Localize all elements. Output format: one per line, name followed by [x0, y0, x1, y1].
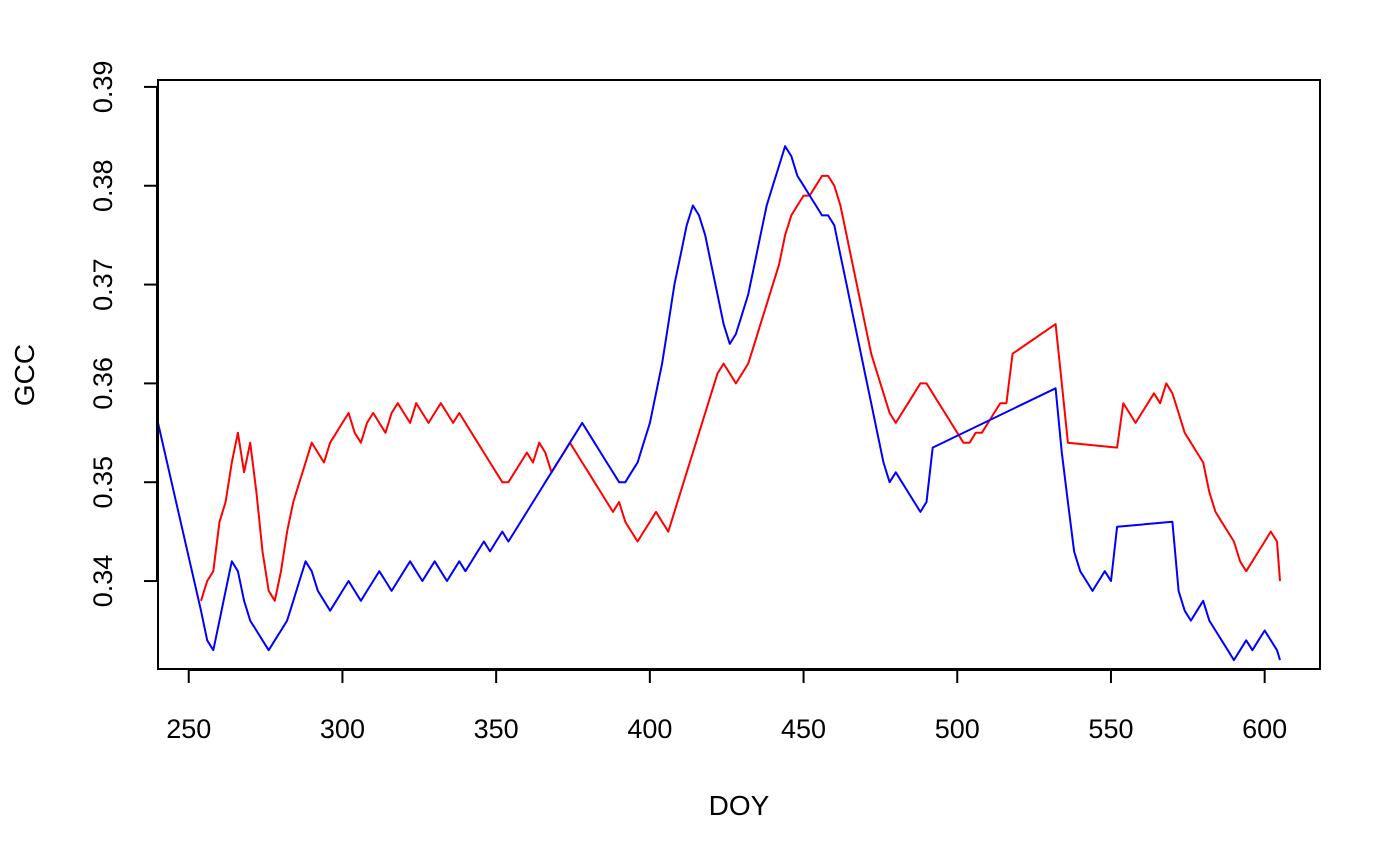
y-axis: 0.34 0.35 0.36 0.37 0.38 0.39: [88, 61, 158, 608]
x-tick-label: 400: [627, 714, 672, 744]
plot-frame: [157, 79, 1321, 670]
series-layer: [158, 145, 1281, 662]
y-tick-label: 0.38: [88, 159, 118, 212]
x-axis: 250 300 350 400 450 500 550 600: [166, 669, 1287, 744]
x-tick-label: 300: [320, 714, 365, 744]
x-axis-title: DOY: [709, 790, 770, 821]
series-line-1: [200, 174, 1281, 602]
y-tick-label: 0.39: [88, 61, 118, 114]
x-tick-label: 550: [1088, 714, 1133, 744]
x-tick-label: 600: [1242, 714, 1287, 744]
x-tick-label: 350: [474, 714, 519, 744]
x-tick-label: 500: [935, 714, 980, 744]
x-tick-label: 450: [781, 714, 826, 744]
x-tick-label: 250: [166, 714, 211, 744]
y-tick-label: 0.36: [88, 357, 118, 410]
y-axis-title: GCC: [9, 344, 40, 406]
series-line-2: [158, 145, 1281, 662]
y-tick-label: 0.34: [88, 555, 118, 608]
y-tick-label: 0.37: [88, 258, 118, 311]
y-tick-label: 0.35: [88, 456, 118, 509]
